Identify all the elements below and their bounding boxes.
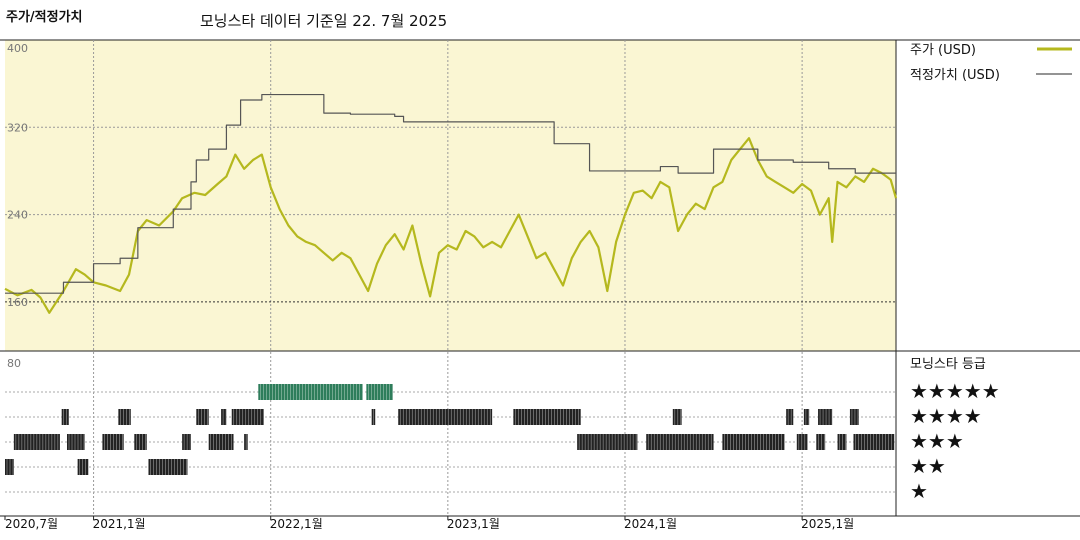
rating-segment-2-star (77, 459, 89, 475)
rating-segment-4-star (818, 409, 833, 425)
rating-segment-3-star (722, 434, 785, 450)
rating-segment-3-star (853, 434, 895, 450)
rating-segment-4-star (786, 409, 794, 425)
x-tick-label: 2025,1월 (801, 517, 854, 531)
rating-segment-4-star (513, 409, 581, 425)
rating-segment-3-star (66, 434, 85, 450)
rating-segment-4-star (672, 409, 682, 425)
rating-level-2: ★★ (910, 454, 946, 478)
rating-segment-4-star (849, 409, 859, 425)
chart-title: 주가/적정가치 (6, 10, 83, 25)
rating-segment-3-star (796, 434, 808, 450)
rating-segment-4-star (118, 409, 131, 425)
rating-segment-5-star (366, 384, 393, 400)
legend: 주가 (USD) 적정가치 (USD) (910, 43, 1072, 83)
y-tick-label: 160 (7, 296, 28, 309)
rating-segment-3-star (646, 434, 714, 450)
x-tick-label: 2021,1월 (93, 517, 146, 531)
rating-layer (5, 384, 895, 475)
series-layer (4, 93, 898, 314)
rating-level-5: ★★★★★ (910, 379, 1000, 403)
price-line (4, 137, 898, 314)
x-tick-label: 2024,1월 (624, 517, 677, 531)
rating-level-1: ★ (910, 479, 928, 503)
rating-segment-4-star (221, 409, 227, 425)
rating-segment-3-star (208, 434, 234, 450)
legend-label-price: 주가 (USD) (910, 43, 976, 58)
y-tick-label: 320 (7, 121, 28, 134)
rating-title: 모닝스타 등급 (910, 357, 986, 372)
x-tick-label: 2022,1월 (270, 517, 323, 531)
rating-segment-2-star (148, 459, 188, 475)
rating-ytick: 80 (7, 357, 21, 370)
rating-segment-3-star (134, 434, 147, 450)
fair-value-line (5, 93, 896, 294)
y-ticks: 400 320 240 160 (7, 42, 28, 309)
rating-level-3: ★★★ (910, 429, 964, 453)
rating-segment-3-star (102, 434, 124, 450)
x-ticks: 2020,7월 2021,1월 2022,1월 2023,1월 2024,1월 2025,… (4, 516, 854, 531)
chart-subtitle: 모닝스타 데이터 기준일 22. 7월 2025 (200, 12, 448, 30)
rating-segment-2-star (5, 459, 14, 475)
rating-segment-3-star (577, 434, 638, 450)
y-tick-label: 240 (7, 209, 28, 222)
x-tick-label: 2023,1월 (447, 517, 500, 531)
rating-segment-3-star (837, 434, 847, 450)
rating-segment-4-star (61, 409, 69, 425)
x-tick-label: 2020,7월 (5, 517, 58, 531)
price-panel-bg (5, 40, 896, 351)
rating-level-4: ★★★★ (910, 404, 982, 428)
rating-segment-4-star (803, 409, 810, 425)
rating-segment-3-star (816, 434, 826, 450)
legend-label-fair-value: 적정가치 (USD) (910, 68, 1000, 83)
rating-segment-3-star (182, 434, 191, 450)
y-tick-label: 400 (7, 42, 28, 55)
rating-segment-4-star (196, 409, 209, 425)
